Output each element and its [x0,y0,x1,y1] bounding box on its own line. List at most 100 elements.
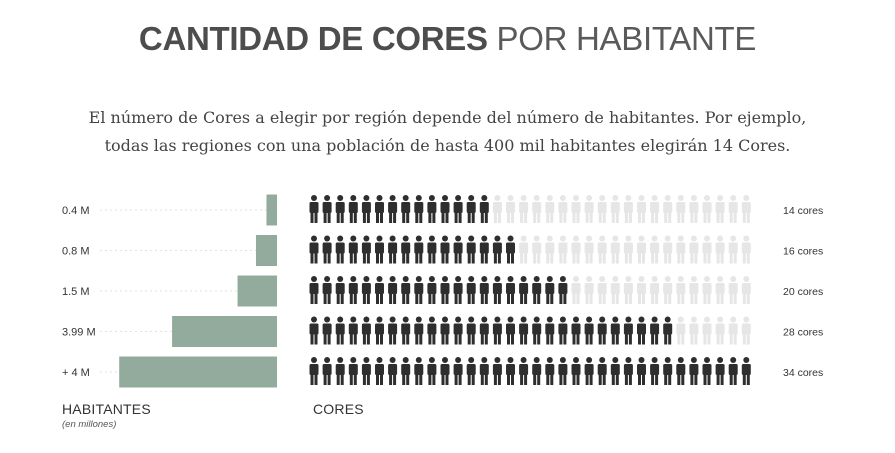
person-icon-active [702,357,712,385]
person-icon-active [335,195,345,223]
person-icon-inactive [715,316,725,345]
person-icon-active [388,195,398,223]
page-title: CANTIDAD DE CORES POR HABITANTE [0,20,895,58]
person-icon-inactive [689,316,699,345]
person-icon-active [309,316,319,345]
person-icon-active [440,276,450,304]
person-icon-active [479,276,489,304]
person-icon-active [506,235,515,264]
person-icon-active [427,195,437,223]
person-icon-active [427,316,437,345]
person-icon-active [532,357,542,385]
person-icon-active [309,195,319,223]
person-icon-inactive [728,195,738,223]
person-icon-active [597,357,607,385]
category-label: 0.8 M [62,246,90,258]
person-icon-active [623,316,633,345]
person-icon-inactive [728,316,738,345]
person-icon-inactive [702,276,712,304]
person-icon-active [492,357,502,385]
population-bar [255,235,277,266]
person-icon-active [584,316,594,345]
person-icon-inactive [676,276,686,304]
person-icon-inactive [571,235,581,264]
person-icon-active [492,235,502,264]
person-icon-inactive [584,195,594,223]
person-icon-inactive [584,276,594,304]
person-icon-inactive [650,276,660,304]
person-icon-inactive [702,195,712,223]
person-icon-active [650,357,660,385]
person-icon-inactive [728,235,738,264]
person-icon-active [322,316,332,345]
person-icon-inactive [492,195,502,223]
intro-text: El número de Cores a elegir por región d… [40,104,855,160]
person-icon-active [492,276,502,304]
person-icon-active [427,357,437,385]
person-icon-inactive [728,276,738,304]
person-icon-inactive [741,316,751,345]
person-icon-active [322,195,332,223]
person-icon-active [532,316,542,345]
category-label: 0.4 M [62,205,90,217]
person-icon-inactive [676,235,686,264]
person-icon-active [348,276,358,304]
person-icon-inactive [663,276,673,304]
person-icon-inactive [623,276,633,304]
person-icon-active [414,235,424,264]
person-icon-active [519,316,529,345]
person-icon-active [466,276,476,304]
person-icon-inactive [597,276,607,304]
person-icon-active [375,316,384,345]
person-icon-inactive [610,235,620,264]
person-icon-active [401,316,411,345]
person-icon-inactive [532,235,542,264]
person-icon-active [545,357,555,385]
person-icon-active [610,357,620,385]
person-icon-active [650,316,660,345]
cores-count-label: 28 cores [783,327,823,339]
person-icon-active [375,357,384,385]
person-icon-inactive [676,195,686,223]
person-icon-inactive [519,195,529,223]
person-icon-inactive [623,195,633,223]
population-bar [119,356,277,388]
title-light: POR HABITANTE [496,20,757,57]
person-icon-inactive [702,316,712,345]
person-icon-inactive [676,316,686,345]
category-label: 1.5 M [62,286,90,298]
person-icon-active [506,316,515,345]
person-icon-active [361,276,371,304]
person-icon-inactive [689,276,699,304]
person-icon-active [309,357,319,385]
person-icon-inactive [715,276,725,304]
person-icon-inactive [650,235,660,264]
person-icon-active [414,316,424,345]
habitantes-axis-label: HABITANTES [62,401,151,417]
person-icon-active [558,316,568,345]
person-icon-active [401,235,411,264]
person-icon-active [388,235,398,264]
person-icon-inactive [571,276,581,304]
person-icon-inactive [689,195,699,223]
person-icon-active [414,276,424,304]
person-icon-active [401,276,411,304]
person-icon-active [506,357,515,385]
person-icon-active [610,316,620,345]
person-icon-active [375,195,384,223]
person-icon-active [466,357,476,385]
person-icon-active [466,195,476,223]
person-icon-inactive [650,195,660,223]
person-icon-active [466,235,476,264]
cores-count-label: 14 cores [783,205,823,217]
cores-count-label: 34 cores [783,367,823,379]
person-icon-active [414,357,424,385]
person-icon-active [375,235,384,264]
person-icon-active [623,357,633,385]
person-icon-active [558,276,568,304]
person-icon-active [361,235,371,264]
person-icon-inactive [610,195,620,223]
person-icon-inactive [584,235,594,264]
person-icon-active [453,235,463,264]
